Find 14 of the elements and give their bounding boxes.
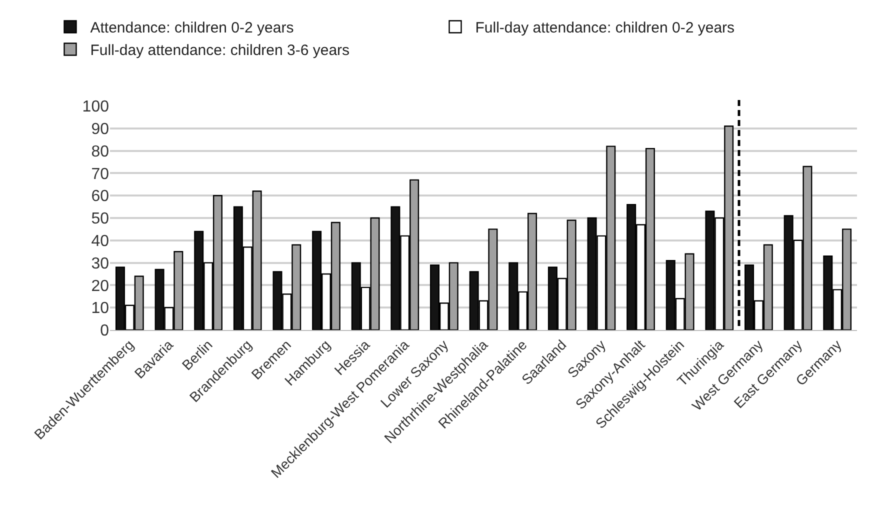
y-tick-label: 60	[91, 188, 110, 206]
y-tick-label: 40	[91, 233, 110, 250]
y-tick-label: 50	[91, 210, 110, 228]
y-tick-label: 90	[91, 121, 110, 138]
y-tick-label: 10	[91, 300, 110, 318]
y-tick-label: 20	[91, 278, 110, 295]
legend-label: Full-day attendance: children 3-6 years	[90, 42, 350, 60]
y-tick-label: 0	[100, 322, 110, 340]
y-tick-label: 70	[91, 166, 110, 183]
y-tick-label: 80	[91, 143, 110, 160]
y-tick-label: 30	[91, 255, 110, 272]
legend-label: Full-day attendance: children 0-2 years	[475, 20, 735, 37]
legend-label: Attendance: children 0-2 years	[90, 20, 294, 37]
y-tick-label: 100	[82, 98, 110, 116]
